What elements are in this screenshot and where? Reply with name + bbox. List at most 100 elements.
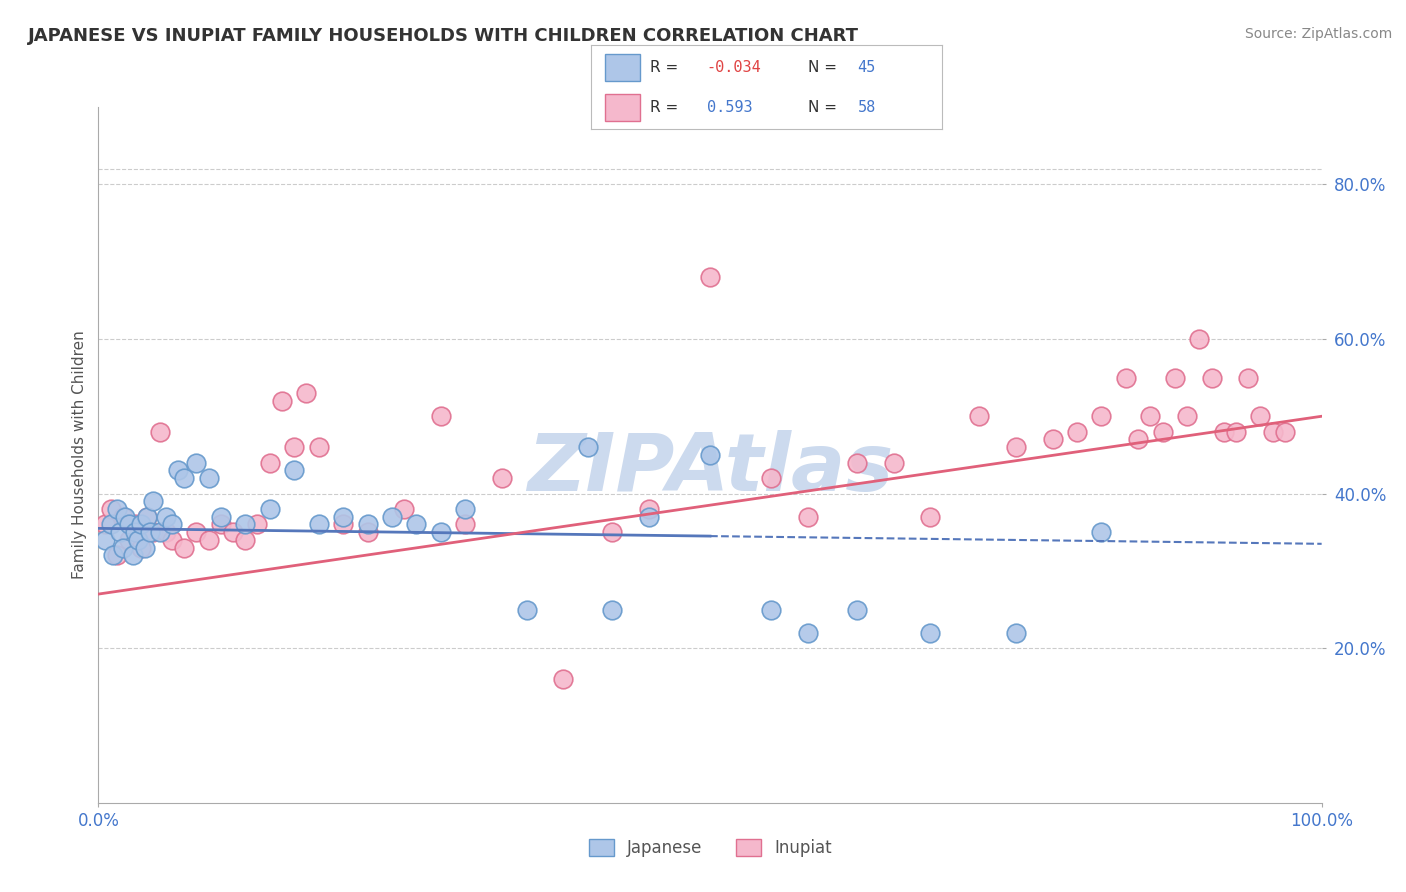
Point — [1090, 409, 1112, 424]
Point — [1066, 425, 1088, 439]
Point — [118, 517, 141, 532]
Point — [167, 463, 190, 477]
Point — [1164, 370, 1187, 384]
Point — [209, 517, 232, 532]
Point — [186, 456, 208, 470]
Point — [1274, 425, 1296, 439]
Point — [1261, 425, 1284, 439]
Bar — [605, 54, 640, 81]
Point — [454, 517, 477, 532]
Point — [699, 448, 721, 462]
Point — [392, 502, 416, 516]
Point — [1250, 409, 1272, 424]
Text: 0.593: 0.593 — [707, 100, 752, 115]
Y-axis label: Family Households with Children: Family Households with Children — [72, 331, 87, 579]
Point — [127, 533, 149, 547]
Text: N =: N = — [808, 60, 842, 75]
Point — [259, 456, 281, 470]
Point — [761, 602, 783, 616]
Point — [1188, 332, 1211, 346]
Point — [283, 440, 305, 454]
Point — [1139, 409, 1161, 424]
Point — [124, 517, 146, 532]
Point — [105, 502, 128, 516]
Point — [124, 525, 146, 540]
Point — [845, 602, 868, 616]
Point — [134, 541, 156, 555]
Point — [600, 525, 623, 540]
Point — [332, 509, 354, 524]
Point — [797, 509, 820, 524]
Point — [967, 409, 990, 424]
Point — [1128, 433, 1150, 447]
Point — [1212, 425, 1234, 439]
Point — [883, 456, 905, 470]
Point — [356, 525, 378, 540]
Point — [114, 509, 136, 524]
Point — [186, 525, 208, 540]
Point — [155, 525, 177, 540]
Point — [142, 494, 165, 508]
Point — [1152, 425, 1174, 439]
Text: Source: ZipAtlas.com: Source: ZipAtlas.com — [1244, 27, 1392, 41]
Text: N =: N = — [808, 100, 842, 115]
Point — [1004, 625, 1026, 640]
Point — [129, 517, 152, 532]
Point — [121, 549, 143, 563]
Point — [920, 509, 942, 524]
Point — [101, 549, 124, 563]
Point — [160, 517, 183, 532]
Point — [637, 509, 661, 524]
Point — [1115, 370, 1137, 384]
Point — [699, 270, 721, 285]
Point — [111, 509, 134, 524]
Point — [430, 525, 453, 540]
Point — [797, 625, 820, 640]
Point — [1175, 409, 1198, 424]
Text: ZIPAtlas: ZIPAtlas — [527, 430, 893, 508]
Bar — [605, 94, 640, 120]
Point — [110, 525, 132, 540]
Point — [1090, 525, 1112, 540]
Point — [100, 517, 122, 532]
Point — [105, 549, 128, 563]
Point — [1225, 425, 1247, 439]
Text: R =: R = — [650, 60, 683, 75]
Point — [142, 525, 165, 540]
Point — [1201, 370, 1223, 384]
Point — [430, 409, 453, 424]
Point — [600, 602, 623, 616]
Point — [259, 502, 281, 516]
Point — [637, 502, 661, 516]
Point — [270, 393, 294, 408]
Point — [139, 525, 162, 540]
Point — [233, 517, 256, 532]
Point — [308, 440, 330, 454]
Point — [93, 517, 115, 532]
Point — [129, 541, 152, 555]
Point — [233, 533, 256, 547]
Text: 45: 45 — [858, 60, 876, 75]
Point — [111, 541, 134, 555]
Point — [246, 517, 269, 532]
Point — [197, 471, 219, 485]
Point — [491, 471, 513, 485]
Point — [405, 517, 427, 532]
Point — [222, 525, 245, 540]
Point — [93, 533, 115, 547]
Text: R =: R = — [650, 100, 689, 115]
Point — [149, 525, 172, 540]
Point — [295, 386, 318, 401]
Point — [173, 541, 195, 555]
Point — [173, 471, 195, 485]
Text: 58: 58 — [858, 100, 876, 115]
Point — [136, 509, 159, 524]
Point — [100, 502, 122, 516]
Point — [308, 517, 330, 532]
Point — [356, 517, 378, 532]
Text: -0.034: -0.034 — [707, 60, 761, 75]
Point — [454, 502, 477, 516]
Point — [155, 509, 177, 524]
Point — [845, 456, 868, 470]
Point — [332, 517, 354, 532]
